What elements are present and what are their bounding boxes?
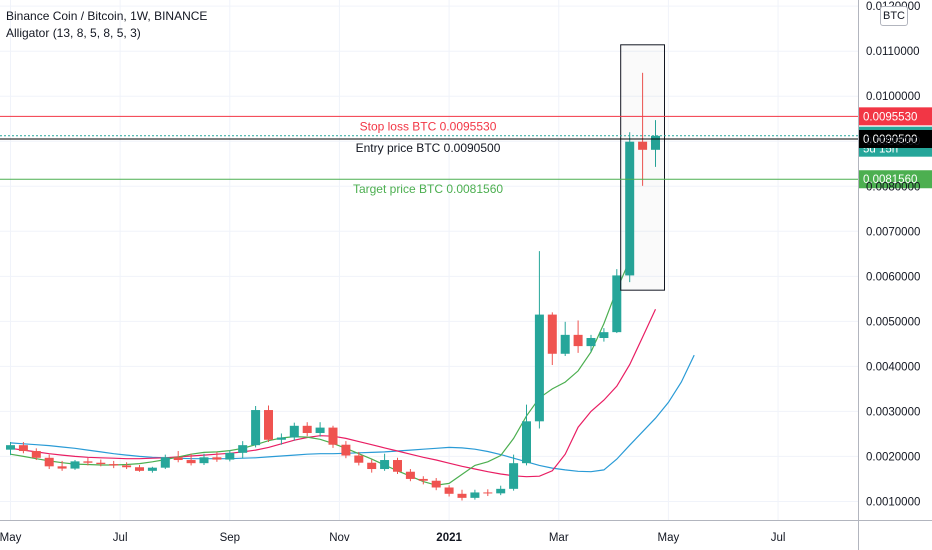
entry-badge-top (859, 129, 932, 148)
x-tick-label: Mar (549, 532, 569, 544)
y-tick-label: 0.0080000 (866, 181, 920, 193)
x-tick-label: Nov (329, 532, 350, 544)
candle-body (315, 427, 325, 434)
candle-body (625, 141, 635, 276)
x-tick-label: May (0, 532, 22, 544)
candle-body (457, 493, 467, 498)
candle-body (238, 445, 248, 453)
candle-body (547, 314, 557, 354)
candle-body (173, 457, 183, 461)
candle-body (96, 462, 106, 465)
candle-body (638, 141, 648, 150)
candle-body (354, 455, 364, 463)
alligator-jaw-line (10, 354, 695, 473)
candle-body (31, 451, 41, 458)
candle-body (393, 460, 402, 472)
target-badge-text: 0.0081560 (863, 174, 917, 186)
stop-loss-label: Stop loss BTC 0.0095530 (360, 119, 497, 133)
target-price-label: Target price BTC 0.0081560 (353, 182, 503, 196)
candle-body (405, 471, 415, 479)
candle-body (251, 410, 261, 446)
candle-body (57, 466, 67, 469)
candle-body (289, 425, 299, 438)
candle-body (70, 461, 80, 469)
y-tick-label: 0.0020000 (866, 451, 920, 463)
y-tick-label: 0.0060000 (866, 271, 920, 283)
candle-body (212, 457, 222, 460)
candle-body (147, 467, 157, 471)
candle-body (276, 437, 286, 440)
stop-badge (859, 107, 932, 126)
candle-body (186, 460, 196, 464)
candle-body (418, 478, 428, 481)
currency-button[interactable]: BTC (880, 6, 908, 26)
candle-body (367, 462, 377, 470)
candle-body (444, 487, 454, 494)
y-tick-label: 0.0050000 (866, 316, 920, 328)
candle-body (534, 314, 544, 422)
candle-body (160, 457, 170, 468)
y-tick-label: 0.0010000 (866, 496, 920, 508)
candle-body (573, 334, 583, 347)
entry-badge-top-text: 0.0090500 (863, 134, 917, 146)
entry-price-label: Entry price BTC 0.0090500 (356, 141, 501, 155)
candle-body (341, 444, 351, 456)
candle-body (560, 334, 570, 354)
candle-body (651, 135, 660, 150)
y-tick-label: 0.0030000 (866, 406, 920, 418)
y-tick-label: 0.0090000 (866, 136, 920, 148)
candle-body (18, 445, 28, 452)
candle-body (522, 421, 531, 464)
candle-body (612, 275, 622, 333)
candle-body (83, 461, 93, 463)
stop-badge-text: 0.0095530 (863, 111, 917, 123)
candle-body (586, 338, 596, 347)
candle-body (135, 467, 144, 471)
candle-body (328, 427, 338, 445)
candlestick-series (6, 72, 660, 501)
y-tick-label: 0.0100000 (866, 91, 920, 103)
chart-title: Binance Coin / Bitcoin, 1W, BINANCE (6, 9, 208, 23)
candle-body (225, 452, 235, 460)
grid (0, 0, 858, 520)
x-tick-label: Sep (220, 532, 240, 544)
candle-body (44, 457, 54, 467)
candle-body (431, 480, 441, 488)
candle-body (470, 492, 480, 498)
candle-body (380, 460, 390, 470)
y-tick-label: 0.0110000 (866, 46, 920, 58)
candle-body (122, 465, 132, 468)
candle-body (264, 410, 273, 440)
candle-body (599, 332, 609, 339)
x-tick-label: 2021 (436, 532, 462, 544)
candle-body (302, 425, 312, 434)
candle-body (509, 463, 519, 489)
candle-body (483, 492, 493, 494)
alligator-indicator (10, 259, 695, 486)
candle-body (496, 488, 506, 494)
x-tick-label: May (658, 532, 680, 544)
candle-body (6, 445, 15, 450)
y-tick-label: 0.0070000 (866, 226, 920, 238)
highlight-box (620, 44, 666, 291)
candle-body (109, 464, 119, 466)
candle-body (199, 457, 209, 464)
x-tick-label: Jul (771, 532, 786, 544)
target-badge (859, 170, 932, 189)
indicator-legend: Alligator (13, 8, 5, 8, 5, 3) (6, 26, 141, 40)
y-tick-label: 0.0040000 (866, 361, 920, 373)
x-tick-label: Jul (113, 532, 128, 544)
